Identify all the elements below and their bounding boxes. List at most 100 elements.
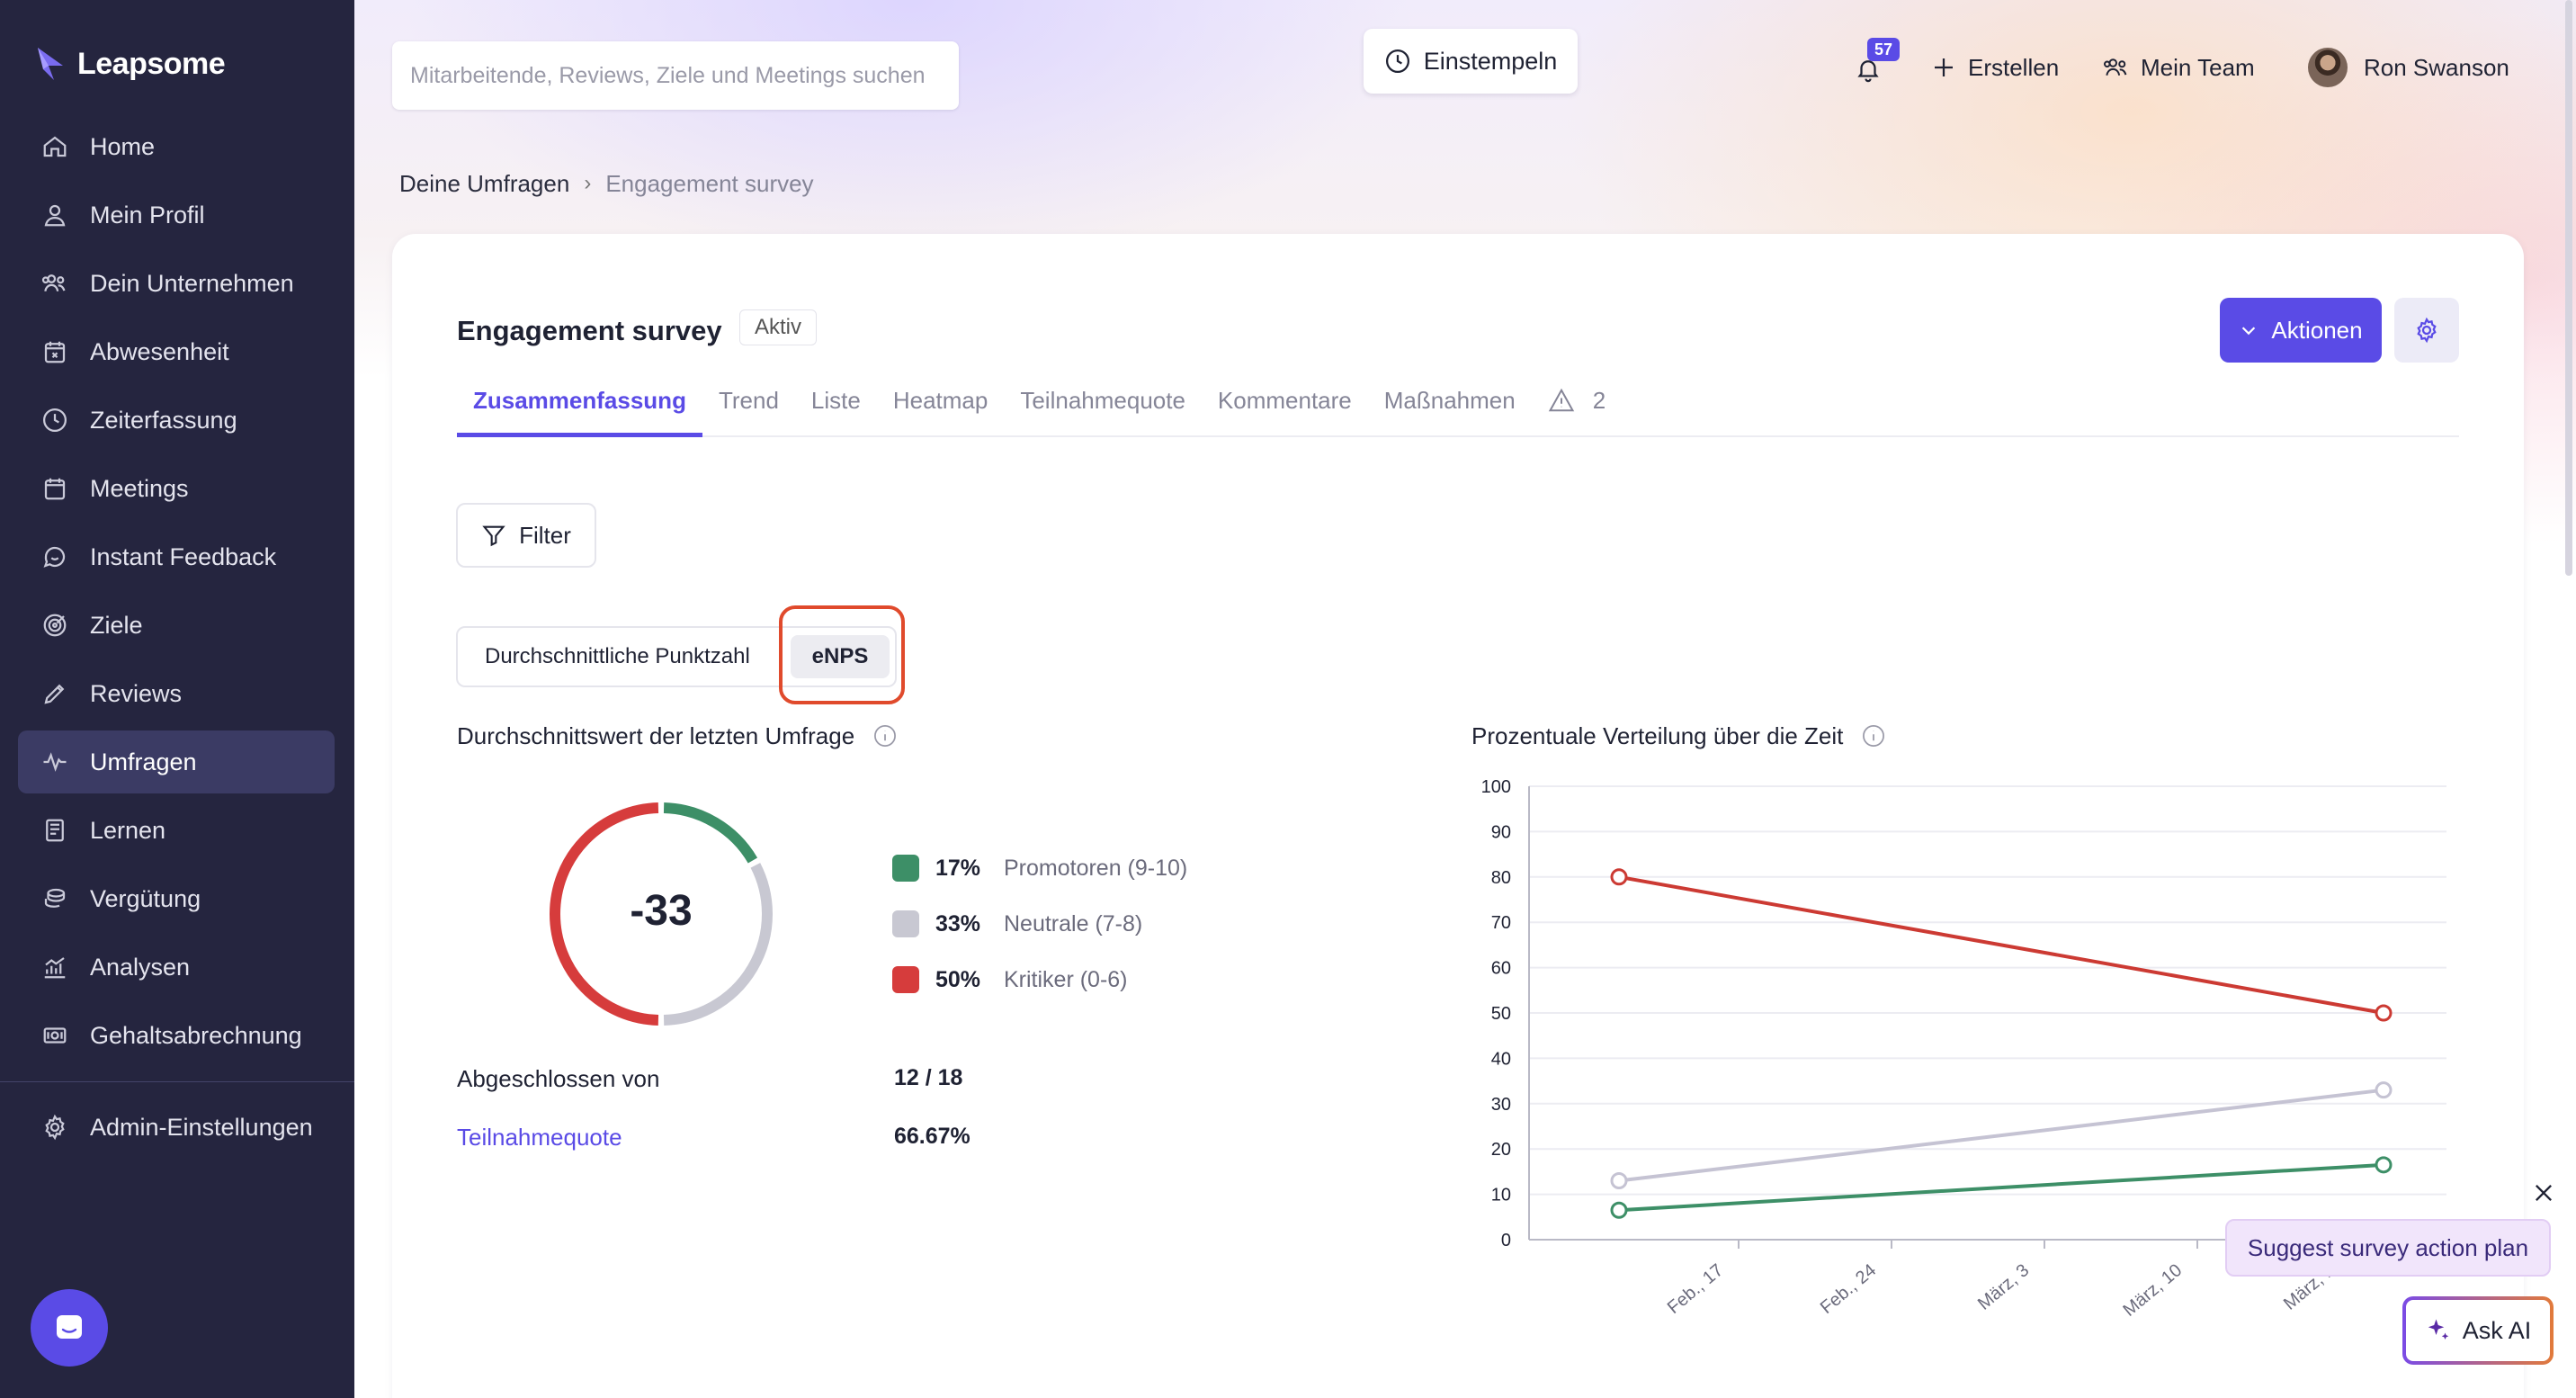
score-type-toggle: Durchschnittliche Punktzahl eNPS bbox=[456, 626, 897, 687]
legend-item: 50% Kritiker (0-6) bbox=[892, 952, 1187, 1008]
legend-label: Promotoren (9-10) bbox=[1004, 855, 1188, 881]
actions-button[interactable]: Aktionen bbox=[2220, 298, 2382, 363]
y-tick-label: 50 bbox=[1491, 1004, 1511, 1024]
enps-donut bbox=[543, 796, 779, 1032]
sidebar-admin: Admin-Einstellungen bbox=[18, 1096, 335, 1164]
user-menu[interactable]: Ron Swanson bbox=[2308, 47, 2509, 88]
data-point[interactable] bbox=[2375, 1156, 2393, 1174]
y-tick-label: 100 bbox=[1481, 777, 1511, 797]
legend-swatch bbox=[892, 855, 919, 882]
sidebar-item-label: Instant Feedback bbox=[90, 542, 277, 570]
support-chat-button[interactable] bbox=[31, 1289, 108, 1367]
summary-title: Durchschnittswert der letzten Umfrage bbox=[457, 718, 898, 754]
summary-title-text: Durchschnittswert der letzten Umfrage bbox=[457, 721, 855, 749]
filter-button[interactable]: Filter bbox=[456, 503, 596, 568]
brand-name: Leapsome bbox=[77, 46, 226, 81]
y-tick-label: 0 bbox=[1501, 1231, 1511, 1250]
suggest-action-plan-button[interactable]: Suggest survey action plan bbox=[2225, 1219, 2551, 1277]
survey-settings-button[interactable] bbox=[2394, 298, 2459, 363]
x-tick-label: Feb., 17 bbox=[1664, 1260, 1727, 1318]
clock-in-label: Einstempeln bbox=[1423, 47, 1558, 75]
brand-logo[interactable]: Leapsome bbox=[36, 41, 226, 86]
sidebar-item-instant-feedback[interactable]: Instant Feedback bbox=[18, 525, 335, 588]
sidebar-item-ziele[interactable]: Ziele bbox=[18, 594, 335, 657]
sidebar-item-gehaltsabrechnung[interactable]: Gehaltsabrechnung bbox=[18, 1004, 335, 1067]
data-point[interactable] bbox=[1610, 1171, 1628, 1189]
participation-link[interactable]: Teilnahmequote bbox=[457, 1124, 622, 1151]
sidebar-item-label: Vergütung bbox=[90, 884, 201, 912]
clock-icon bbox=[1385, 49, 1409, 73]
bell-icon bbox=[1857, 60, 1879, 83]
ask-ai-button[interactable]: Ask AI bbox=[2402, 1296, 2554, 1365]
data-point[interactable] bbox=[2375, 1081, 2393, 1099]
y-tick-label: 60 bbox=[1491, 959, 1511, 979]
clock-icon bbox=[40, 405, 70, 435]
sidebar-item-abwesenheit[interactable]: Abwesenheit bbox=[18, 320, 335, 383]
toggle-enps[interactable]: eNPS bbox=[791, 635, 890, 678]
analytics-icon bbox=[40, 952, 70, 982]
tab-kommentare[interactable]: Kommentare bbox=[1217, 387, 1352, 414]
target-icon bbox=[40, 610, 70, 641]
sidebar-item-admin[interactable]: Admin-Einstellungen bbox=[18, 1096, 335, 1159]
sidebar-item-vergütung[interactable]: Vergütung bbox=[18, 867, 335, 930]
notifications-button[interactable]: 57 bbox=[1855, 38, 1900, 86]
data-point[interactable] bbox=[1610, 868, 1628, 886]
clock-in-button[interactable]: Einstempeln bbox=[1364, 29, 1578, 94]
enps-value: -33 bbox=[630, 887, 693, 935]
data-point[interactable] bbox=[2375, 1004, 2393, 1022]
user-name: Ron Swanson bbox=[2364, 53, 2509, 81]
search-input[interactable] bbox=[410, 62, 941, 89]
enps-legend: 17% Promotoren (9-10) 33% Neutrale (7-8) 50%… bbox=[892, 840, 1187, 1008]
tab-warnings[interactable]: 2 bbox=[1532, 376, 1622, 437]
y-tick-label: 40 bbox=[1491, 1049, 1511, 1069]
gear-icon bbox=[2417, 317, 2437, 344]
tab-zusammenfassung[interactable]: Zusammenfassung bbox=[457, 376, 702, 437]
my-team-label: Mein Team bbox=[2141, 53, 2255, 81]
ask-ai-label: Ask AI bbox=[2462, 1316, 2532, 1344]
survey-card bbox=[392, 234, 2524, 1398]
sidebar-item-dein-unternehmen[interactable]: Dein Unternehmen bbox=[18, 252, 335, 315]
y-tick-label: 80 bbox=[1491, 868, 1511, 888]
completed-value: 12 / 18 bbox=[894, 1065, 963, 1090]
info-icon[interactable] bbox=[1861, 723, 1886, 748]
global-search[interactable] bbox=[392, 41, 959, 110]
series-line-promoters bbox=[1618, 1162, 2384, 1213]
sidebar-item-zeiterfassung[interactable]: Zeiterfassung bbox=[18, 389, 335, 452]
tab-heatmap[interactable]: Heatmap bbox=[892, 387, 988, 414]
create-label: Erstellen bbox=[1968, 53, 2060, 81]
page-scrollbar[interactable] bbox=[2565, 0, 2572, 576]
sidebar-item-lernen[interactable]: Lernen bbox=[18, 799, 335, 862]
sidebar-item-label: Mein Profil bbox=[90, 201, 205, 229]
tab-maßnahmen[interactable]: Maßnahmen bbox=[1383, 387, 1516, 414]
distribution-title-text: Prozentuale Verteilung über die Zeit bbox=[1471, 721, 1844, 749]
sidebar-item-umfragen[interactable]: Umfragen bbox=[18, 730, 335, 793]
close-icon[interactable] bbox=[2531, 1180, 2556, 1205]
sidebar-item-reviews[interactable]: Reviews bbox=[18, 662, 335, 725]
tab-trend[interactable]: Trend bbox=[718, 387, 779, 414]
sidebar-item-meetings[interactable]: Meetings bbox=[18, 457, 335, 520]
line-chart-svg: 0 10 20 30 40 50 60 70 80 90 100 Feb., 17 Feb., 24 Mä… bbox=[1481, 777, 2446, 1321]
tab-teilnahmequote[interactable]: Teilnahmequote bbox=[1020, 387, 1185, 414]
my-team-button[interactable]: Mein Team bbox=[2103, 47, 2255, 88]
sidebar-item-label: Analysen bbox=[90, 953, 191, 981]
coins-icon bbox=[40, 883, 70, 914]
sidebar-item-mein-profil[interactable]: Mein Profil bbox=[18, 184, 335, 246]
team-icon bbox=[2103, 58, 2127, 76]
info-icon[interactable] bbox=[872, 723, 898, 748]
sidebar-item-analysen[interactable]: Analysen bbox=[18, 936, 335, 999]
toggle-average-score[interactable]: Durchschnittliche Punktzahl bbox=[485, 644, 750, 668]
sidebar-item-home[interactable]: Home bbox=[18, 115, 335, 178]
plus-icon bbox=[1935, 58, 1953, 76]
tab-liste[interactable]: Liste bbox=[810, 387, 861, 414]
sidebar-divider bbox=[0, 1081, 354, 1082]
x-tick-label: Feb., 24 bbox=[1817, 1260, 1880, 1318]
create-button[interactable]: Erstellen bbox=[1930, 47, 2059, 88]
actions-label: Aktionen bbox=[2271, 316, 2363, 344]
series-line-neutrals bbox=[1618, 1088, 2384, 1183]
data-point[interactable] bbox=[1610, 1201, 1628, 1219]
breadcrumb-parent[interactable]: Deine Umfragen bbox=[399, 169, 570, 197]
survey-tabs: Zusammenfassung Trend Liste Heatmap Teilnahm… bbox=[457, 376, 2459, 437]
distribution-title: Prozentuale Verteilung über die Zeit bbox=[1471, 718, 1886, 754]
warnings-count: 2 bbox=[1592, 387, 1606, 414]
y-tick-label: 30 bbox=[1491, 1095, 1511, 1115]
